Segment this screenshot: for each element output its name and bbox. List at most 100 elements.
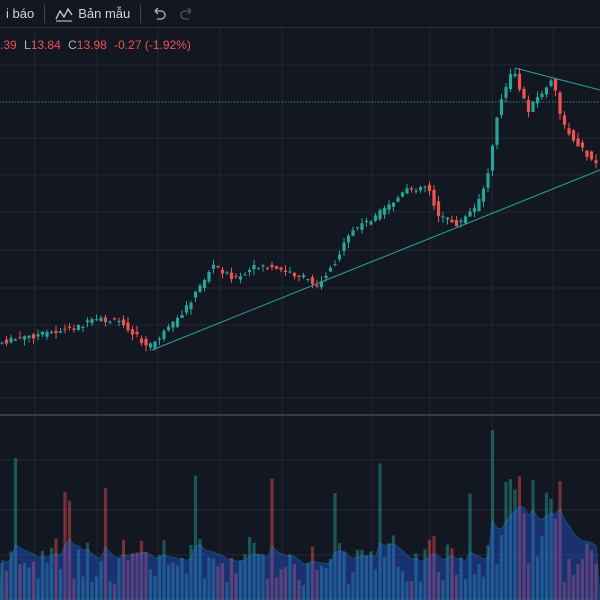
- candle-body: [346, 235, 351, 243]
- volume-bar: [207, 557, 211, 600]
- volume-bar: [310, 546, 315, 600]
- candle-body: [432, 189, 436, 206]
- volume-bar: [292, 564, 297, 600]
- candle-body: [576, 138, 580, 147]
- candle-body: [135, 331, 139, 335]
- volume-bar: [234, 572, 238, 600]
- volume-bar: [117, 558, 121, 600]
- candle-body: [130, 329, 135, 335]
- volume-bar: [468, 493, 472, 600]
- volume-bar: [454, 574, 459, 600]
- ohlc-legend: .39 L13.84 C13.98 -0.27 (-1.92%): [0, 38, 191, 52]
- volume-bar: [243, 554, 247, 600]
- volume-bar: [126, 560, 130, 600]
- candle-body: [99, 317, 103, 322]
- candle-body: [310, 277, 315, 285]
- candle-body: [594, 160, 598, 164]
- candle-body: [117, 320, 121, 322]
- candle-body: [157, 338, 162, 340]
- volume-bar: [409, 581, 414, 600]
- undo-button[interactable]: [145, 0, 173, 28]
- volume-bar: [130, 553, 135, 600]
- volume-bar: [45, 563, 49, 600]
- volume-bar: [364, 555, 369, 600]
- volume-bar: [72, 578, 76, 600]
- candle-body: [283, 270, 288, 273]
- volume-bar: [85, 542, 90, 600]
- volume-bar: [585, 543, 589, 600]
- candle-body: [499, 99, 504, 116]
- volume-bar: [324, 567, 328, 600]
- candle-body: [562, 115, 567, 125]
- undo-icon: [154, 7, 166, 20]
- candle-body: [184, 305, 189, 313]
- candle-body: [504, 86, 508, 98]
- volume-bar: [211, 558, 216, 600]
- volume-bar: [90, 581, 94, 600]
- candle-body: [198, 285, 202, 292]
- candle-body: [567, 128, 571, 135]
- candle-body: [513, 73, 517, 77]
- candle-body: [459, 220, 463, 223]
- close-value: 13.98: [76, 38, 107, 52]
- candle-body: [148, 343, 153, 348]
- candle-body: [535, 97, 540, 104]
- candle-body: [238, 276, 243, 280]
- candle-body: [427, 184, 432, 192]
- candle-body: [315, 285, 319, 287]
- candle-body: [409, 188, 414, 190]
- volume-bar: [265, 578, 270, 600]
- volume-bar: [171, 562, 175, 600]
- candle-body: [193, 291, 198, 298]
- candle-body: [243, 274, 247, 276]
- candle-body: [166, 326, 171, 331]
- volume-bar: [427, 539, 432, 600]
- candle-body: [261, 265, 265, 267]
- volume-bar: [229, 557, 234, 600]
- volume-bar: [432, 536, 436, 600]
- volume-bar: [333, 492, 337, 600]
- candle-body: [216, 266, 220, 268]
- candle-body: [49, 331, 54, 333]
- volume-bar: [121, 539, 126, 600]
- candle-body: [414, 190, 418, 192]
- volume-bar: [513, 489, 517, 600]
- candle-body: [531, 101, 535, 112]
- candle-body: [58, 331, 63, 333]
- volume-bar: [76, 549, 81, 600]
- templates-button[interactable]: Bản mẫu: [49, 0, 136, 28]
- redo-button[interactable]: [173, 0, 201, 28]
- volume-bar: [319, 565, 324, 600]
- candle-body: [54, 330, 58, 333]
- candle-body: [351, 230, 355, 236]
- volume-bar: [405, 581, 409, 600]
- candle-body: [423, 186, 427, 188]
- change-value: -0.27 (-1.92%): [114, 38, 191, 52]
- alerts-button[interactable]: i báo: [0, 0, 40, 28]
- volume-bar: [193, 475, 198, 600]
- redo-icon: [180, 7, 192, 20]
- volume-bar: [22, 562, 27, 600]
- volume-bar: [562, 582, 567, 600]
- candle-body: [472, 207, 477, 212]
- candle-body: [45, 332, 49, 337]
- candle-body: [382, 207, 387, 215]
- volume-bar: [67, 500, 72, 600]
- volume-bar: [490, 430, 495, 600]
- volume-bar: [18, 564, 22, 600]
- volume-bar: [373, 569, 378, 600]
- candle-body: [378, 210, 382, 220]
- candle-body: [292, 272, 297, 277]
- volume-bar: [103, 488, 108, 600]
- volume-bar: [544, 492, 549, 600]
- candle-body: [445, 217, 450, 220]
- candle-body: [40, 331, 45, 335]
- toolbar: i báo Bản mẫu: [0, 0, 600, 28]
- volume-bar: [369, 551, 373, 600]
- candle-body: [220, 269, 225, 274]
- candle-body: [139, 338, 144, 344]
- volume-bar: [315, 569, 319, 600]
- candle-body: [319, 281, 324, 288]
- volume-bar: [522, 513, 526, 600]
- candle-body: [31, 334, 36, 339]
